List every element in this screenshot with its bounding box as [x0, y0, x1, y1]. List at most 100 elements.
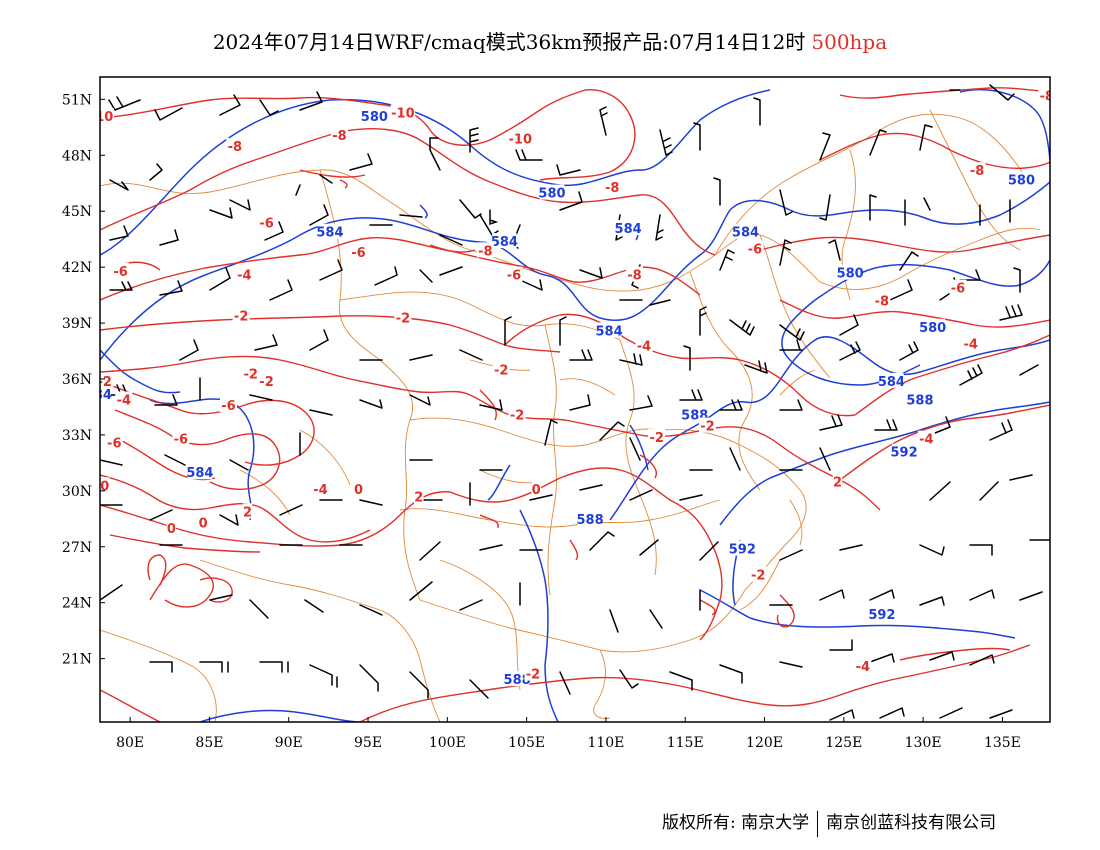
temperature-contour-label: -8 — [332, 129, 346, 144]
copyright-footer: 版权所有: 南京大学 南京创蓝科技有限公司 — [662, 808, 996, 837]
map-title: 2024年07月14日WRF/cmaq模式36km预报产品:07月14日12时 5… — [0, 26, 1100, 55]
height-contour-label: 592 — [868, 608, 895, 623]
temperature-contour-label-bg — [100, 372, 114, 388]
company-name: 南京创蓝科技有限公司 — [826, 813, 997, 833]
temperature-contour-label-bg — [100, 477, 110, 493]
temperature-contour-label-bg — [968, 162, 986, 178]
temperature-contour-label: 2 — [243, 505, 252, 520]
lon-tick-label: 85E — [195, 735, 223, 751]
temperature-contour-label-bg — [390, 104, 416, 120]
height-contour-label: 584 — [615, 222, 642, 237]
height-contour-label-bg — [730, 540, 755, 556]
temperature-contour-label: -10 — [509, 133, 533, 148]
height-contour-label: 580 — [1008, 174, 1035, 189]
height-contour-label-bg — [907, 391, 933, 407]
temperature-contour-label-bg — [219, 397, 237, 413]
temperature-contour-label-bg — [949, 279, 967, 295]
temperature-contour-label-bg — [508, 406, 526, 422]
temperature-contour-label: -4 — [963, 338, 977, 353]
temperature-contour-label-bg — [746, 240, 764, 256]
height-contour-label: 580 — [538, 187, 565, 202]
temperature-contour-label: -2 — [494, 364, 508, 379]
lon-tick-label: 135E — [984, 735, 1021, 751]
height-contour-label: 584 — [878, 375, 905, 390]
title-main: 2024年07月14日WRF/cmaq模式36km预报产品:07月14日12时 — [212, 30, 806, 54]
height-contour-label: 584 — [596, 325, 623, 340]
temperature-contour-label: -4 — [637, 339, 651, 354]
lon-tick-label: 95E — [354, 735, 382, 751]
height-contour-label-bg — [879, 372, 904, 388]
height-contour-label-bg — [596, 322, 622, 338]
temperature-contour-label-bg — [648, 428, 666, 444]
lon-tick-label: 90E — [275, 735, 303, 751]
temperature-contour-label-bg — [635, 337, 653, 353]
temperature-contour-label: -6 — [951, 282, 965, 297]
temperature-contour-label: -8 — [1040, 90, 1054, 105]
height-contour-label-bg — [362, 108, 387, 124]
height-contour-label-bg — [492, 233, 517, 249]
map-frame — [99, 76, 1051, 723]
lat-tick-label: 51N — [62, 92, 92, 108]
height-contour-label: 580 — [837, 267, 864, 282]
height-contour-label: 592 — [891, 446, 918, 461]
lon-tick-label: 105E — [508, 735, 545, 751]
temperature-contour-label-bg — [854, 658, 872, 674]
temperature-contour-label-bg — [625, 266, 643, 282]
temperature-contour-label-bg — [105, 434, 123, 450]
temperature-contour-label-bg — [492, 361, 510, 377]
temperature-contour-label: 0 — [199, 517, 208, 532]
temperature-contour-label: -2 — [526, 668, 540, 683]
temperature-contour-label-bg — [698, 417, 716, 433]
height-contour-label: 584 — [316, 226, 343, 241]
temperature-contour-label: -6 — [107, 436, 121, 451]
temperature-contour-label-bg — [394, 309, 412, 325]
temperature-contour-label-bg — [226, 137, 244, 153]
temperature-contour-label: -6 — [507, 269, 521, 284]
lon-tick-label: 80E — [116, 735, 144, 751]
temperature-contour-label: -6 — [113, 265, 127, 280]
temperature-contour-label: 0 — [167, 522, 176, 537]
temperature-contour-label-bg — [1038, 87, 1050, 103]
temperature-contour-label: -8 — [478, 244, 492, 259]
lon-tick-label: 110E — [587, 735, 624, 751]
height-contour-label-bg — [891, 443, 917, 459]
temperature-contour-label: -8 — [970, 164, 984, 179]
lat-tick-label: 21N — [62, 652, 92, 668]
temperature-contour-label-bg — [353, 480, 364, 496]
temperature-contour-label: -2 — [396, 311, 410, 326]
temperature-contour-label-bg — [531, 480, 541, 496]
temperature-contour-label-bg — [603, 178, 621, 194]
temperature-contour-label: -2 — [649, 431, 663, 446]
temperature-contour-label: -2 — [98, 375, 112, 390]
height-contour-label-bg — [1009, 171, 1034, 187]
lat-tick-label: 27N — [62, 540, 92, 556]
boundary-layer — [100, 109, 1041, 722]
temperature-contour-label: 0 — [532, 483, 541, 498]
temperature-contour-label-bg — [962, 335, 980, 351]
temperature-contour-label: -2 — [259, 375, 273, 390]
height-contour-label: 584 — [85, 388, 112, 403]
temperature-contour-label-bg — [476, 242, 494, 258]
temperature-contour-label-bg — [524, 665, 542, 681]
temperature-contour-label: 0 — [100, 479, 109, 494]
temperature-contour-label: -6 — [748, 243, 762, 258]
lat-tick-label: 42N — [62, 260, 92, 276]
temperature-contour-label: -6 — [351, 246, 365, 261]
temperature-contour-label-bg — [414, 488, 424, 504]
temperature-contour-label-bg — [330, 126, 348, 142]
height-contour-label: 580 — [919, 321, 946, 336]
copyright-label: 版权所有: 南京大学 — [662, 813, 810, 833]
temperature-contour-label: -6 — [259, 216, 273, 231]
temperature-contour-label: -2 — [700, 420, 714, 435]
latitude-axis: 51N 48N 45N 42N 39N 36N 33N 30N 27N 24N 21N — [62, 92, 105, 668]
lat-tick-label: 48N — [62, 148, 92, 164]
lat-tick-label: 33N — [62, 428, 92, 444]
temperature-contour-label: -2 — [751, 569, 765, 584]
height-contour-label-bg — [187, 464, 213, 480]
height-contour-label-bg — [869, 605, 895, 621]
temperature-contours — [100, 87, 1050, 722]
temperature-contour-label: -8 — [605, 181, 619, 196]
